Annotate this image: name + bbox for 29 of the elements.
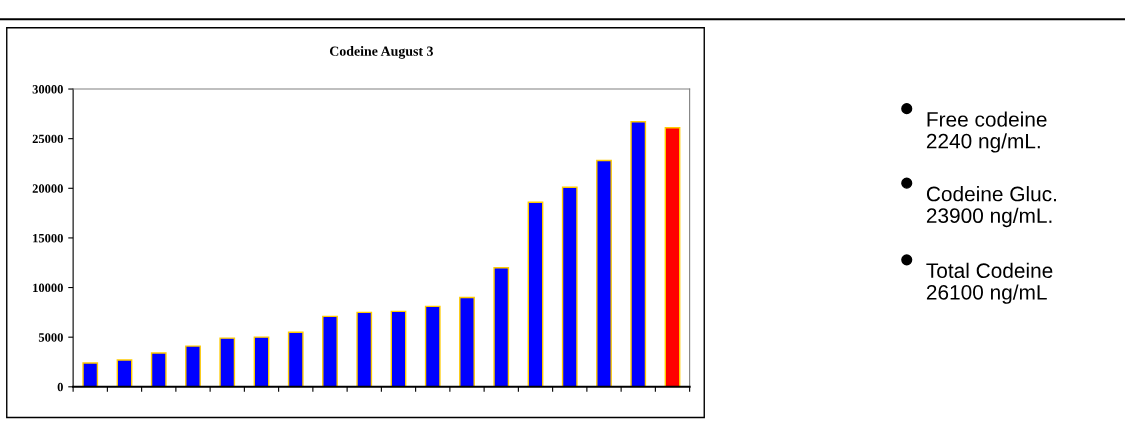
y-tick-label: 0 [57,382,63,392]
chart-title: Codeine August 3 [329,46,433,59]
bar [219,337,236,387]
bar [561,186,578,387]
bar [82,362,99,387]
bar [390,310,407,387]
bar [664,127,681,387]
bar [322,315,338,387]
y-tick-label: 10000 [33,283,63,293]
text: Codeine Gluc. 23900 ng/mL. [926,186,1056,228]
bar [527,201,544,387]
text: Free codeine 2240 ng/mL. [926,111,1047,153]
y-tick-label: 25000 [32,134,63,144]
bar [185,345,201,387]
bar [459,296,475,387]
bar [356,311,373,387]
text: Total Codeine 26100 ng/mL [926,262,1053,304]
y-tick-label: 20000 [32,184,63,193]
y-tick-label: 5000 [38,333,63,342]
bar [150,352,167,387]
bar [253,336,270,387]
bar [116,359,133,387]
y-tick-label: 15000 [33,233,63,243]
bar [287,331,304,387]
bar [493,267,510,387]
bar [596,159,612,387]
y-tick-label: 30000 [32,85,63,94]
bar [630,121,647,387]
bar [424,305,441,387]
